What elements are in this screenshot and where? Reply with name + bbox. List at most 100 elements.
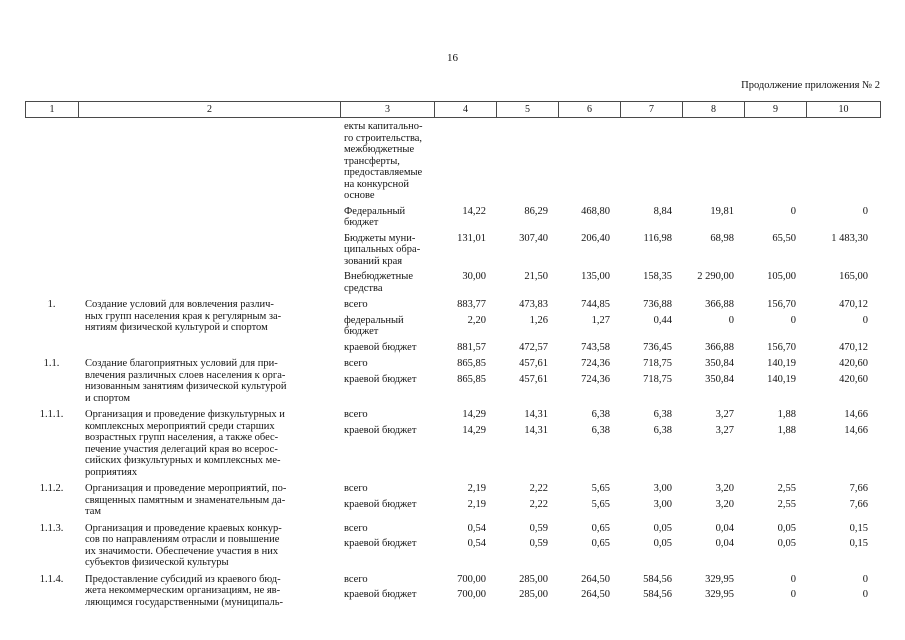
column-header-cell: 1 bbox=[25, 101, 79, 118]
value-cell: 86,29 bbox=[524, 205, 548, 217]
row-description: Создание условий для вовлечения различ- … bbox=[85, 299, 282, 333]
value-cell: 350,84 bbox=[705, 373, 734, 385]
funding-row: Федеральный бюджет 14,22 86,29 468,80 8,… bbox=[340, 206, 880, 229]
funding-row: всего 865,85 457,61 724,36 718,75 350,84… bbox=[340, 358, 880, 370]
value-cell: 0 bbox=[862, 205, 868, 217]
value-cell: 2,19 bbox=[467, 483, 486, 494]
value-cell: 3,27 bbox=[715, 424, 734, 436]
value-cell: 470,12 bbox=[839, 341, 868, 353]
value-cell: 329,95 bbox=[705, 589, 734, 600]
funding-row: всего 2,19 2,22 5,65 3,00 3,20 2,55 7,66 bbox=[340, 483, 880, 495]
value-cell: 7,66 bbox=[849, 498, 868, 510]
funding-row: краевой бюджет 881,57 472,57 743,58 736,… bbox=[340, 342, 880, 354]
value-cell: 156,70 bbox=[767, 299, 796, 310]
table-row: 1.1.1. Организация и проведение физкульт… bbox=[25, 409, 880, 478]
value-cell: 0,05 bbox=[653, 522, 672, 534]
continuation-note: Продолжение приложения № 2 bbox=[741, 80, 880, 91]
table-row: 1. Создание условий для вовлечения разли… bbox=[25, 299, 880, 353]
value-cell: 1,26 bbox=[529, 314, 548, 326]
funding-source-label: всего bbox=[344, 483, 368, 494]
funding-source-label: Бюджеты муни- ципальных обра- зований кр… bbox=[344, 232, 421, 267]
value-cell: 0,44 bbox=[653, 314, 672, 326]
funding-row: краевой бюджет 0,54 0,59 0,65 0,05 0,04 … bbox=[340, 538, 880, 550]
column-header-cell: 4 bbox=[434, 101, 497, 118]
value-cell: 14,29 bbox=[462, 424, 486, 436]
value-cell: 264,50 bbox=[581, 589, 610, 600]
funding-source-label: екты капитально- го строительства, межбю… bbox=[344, 121, 423, 201]
value-cell: 131,01 bbox=[457, 232, 486, 244]
row-number: 1.1. bbox=[43, 358, 60, 369]
funding-source-label: краевой бюджет bbox=[344, 589, 417, 600]
funding-rows: всего 14,29 14,31 6,38 6,38 3,27 1,88 14… bbox=[340, 409, 880, 436]
column-header-cell: 5 bbox=[496, 101, 559, 118]
value-cell: 21,50 bbox=[524, 271, 548, 282]
column-header-cell: 9 bbox=[744, 101, 807, 118]
value-cell: 468,80 bbox=[581, 205, 610, 217]
value-cell: 457,61 bbox=[519, 373, 548, 385]
column-header-cell: 7 bbox=[620, 101, 683, 118]
funding-row: краевой бюджет 865,85 457,61 724,36 718,… bbox=[340, 374, 880, 386]
value-cell: 3,27 bbox=[715, 409, 734, 420]
value-cell: 0 bbox=[728, 314, 734, 326]
value-cell: 0,15 bbox=[849, 538, 868, 549]
value-cell: 718,75 bbox=[643, 358, 672, 369]
value-cell: 14,31 bbox=[524, 409, 548, 420]
value-cell: 1,88 bbox=[777, 409, 796, 420]
column-header-cell: 2 bbox=[78, 101, 341, 118]
value-cell: 3,00 bbox=[653, 498, 672, 510]
value-cell: 2,55 bbox=[777, 483, 796, 494]
funding-row: всего 700,00 285,00 264,50 584,56 329,95… bbox=[340, 574, 880, 586]
value-cell: 3,20 bbox=[715, 498, 734, 510]
value-cell: 65,50 bbox=[772, 232, 796, 244]
funding-row: краевой бюджет 700,00 285,00 264,50 584,… bbox=[340, 589, 880, 601]
value-cell: 584,56 bbox=[643, 589, 672, 600]
funding-source-label: всего bbox=[344, 358, 368, 369]
value-cell: 350,84 bbox=[705, 358, 734, 369]
funding-source-label: краевой бюджет bbox=[344, 373, 417, 385]
table-row: 1.1.2. Организация и проведение мероприя… bbox=[25, 483, 880, 518]
value-cell: 0 bbox=[862, 589, 868, 600]
value-cell: 736,45 bbox=[643, 341, 672, 353]
value-cell: 3,00 bbox=[653, 483, 672, 494]
value-cell: 0,65 bbox=[591, 538, 610, 549]
value-cell: 0,65 bbox=[591, 522, 610, 534]
value-cell: 5,65 bbox=[591, 498, 610, 510]
column-header-cell: 10 bbox=[806, 101, 881, 118]
value-cell: 718,75 bbox=[643, 373, 672, 385]
value-cell: 724,36 bbox=[581, 373, 610, 385]
funding-source-label: краевой бюджет bbox=[344, 341, 417, 353]
value-cell: 6,38 bbox=[591, 409, 610, 420]
value-cell: 14,29 bbox=[462, 409, 486, 420]
value-cell: 14,66 bbox=[844, 409, 868, 420]
row-number: 1.1.4. bbox=[39, 573, 64, 585]
funding-source-label: краевой бюджет bbox=[344, 498, 417, 510]
funding-row: Бюджеты муни- ципальных обра- зований кр… bbox=[340, 233, 880, 268]
value-cell: 457,61 bbox=[519, 358, 548, 369]
column-header-cell: 8 bbox=[682, 101, 745, 118]
value-cell: 366,88 bbox=[705, 341, 734, 353]
funding-source-label: Внебюджетные средства bbox=[344, 271, 413, 294]
value-cell: 264,50 bbox=[581, 573, 610, 585]
row-description: Создание благоприятных условий для при- … bbox=[85, 358, 287, 404]
value-cell: 865,85 bbox=[457, 373, 486, 385]
funding-rows: всего 865,85 457,61 724,36 718,75 350,84… bbox=[340, 358, 880, 385]
value-cell: 0,54 bbox=[467, 522, 486, 534]
table-body: екты капитально- го строительства, межбю… bbox=[25, 121, 880, 608]
value-cell: 6,38 bbox=[653, 424, 672, 436]
value-cell: 0,05 bbox=[777, 522, 796, 534]
funding-source-label: краевой бюджет bbox=[344, 424, 417, 436]
table-row: 1.1.3. Организация и проведение краевых … bbox=[25, 523, 880, 569]
value-cell: 6,38 bbox=[653, 409, 672, 420]
value-cell: 2,55 bbox=[777, 498, 796, 510]
funding-rows: всего 0,54 0,59 0,65 0,05 0,04 0,05 0,15… bbox=[340, 523, 880, 550]
funding-source-label: всего bbox=[344, 299, 368, 310]
value-cell: 14,31 bbox=[524, 424, 548, 436]
value-cell: 1,27 bbox=[591, 314, 610, 326]
value-cell: 14,22 bbox=[462, 205, 486, 217]
value-cell: 0 bbox=[862, 573, 868, 585]
value-cell: 0 bbox=[790, 573, 796, 585]
value-cell: 472,57 bbox=[519, 341, 548, 353]
funding-source-label: федеральный бюджет bbox=[344, 314, 404, 338]
value-cell: 156,70 bbox=[767, 341, 796, 353]
funding-rows: всего 2,19 2,22 5,65 3,00 3,20 2,55 7,66… bbox=[340, 483, 880, 510]
